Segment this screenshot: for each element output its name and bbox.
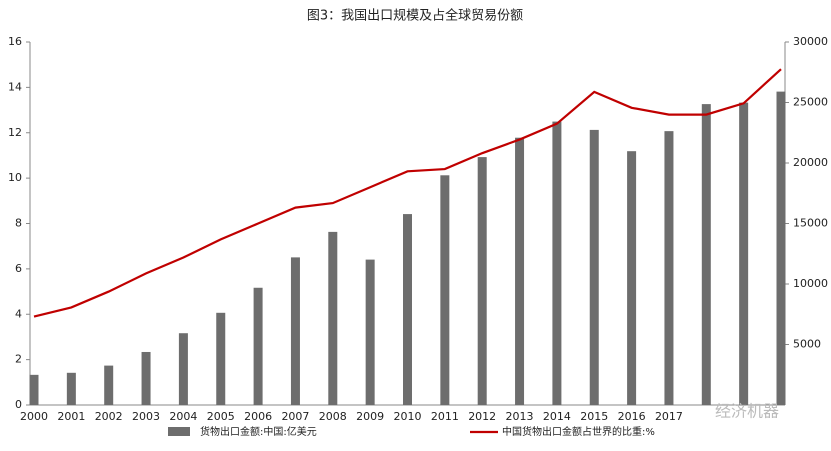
legend-swatch: [168, 427, 190, 436]
y2-tick-label: 15000: [793, 217, 828, 230]
bar: [141, 351, 151, 405]
bar: [664, 131, 674, 406]
x-tick-label: 2015: [580, 410, 608, 423]
bar: [589, 129, 599, 405]
y2-tick-label: 5000: [793, 338, 821, 351]
y2-tick-label: 10000: [793, 277, 828, 290]
y-tick-label: 12: [8, 126, 22, 139]
watermark: 经济机器: [715, 402, 779, 421]
y-tick-label: 14: [8, 80, 22, 93]
bar: [739, 102, 749, 405]
x-tick-label: 2009: [356, 410, 384, 423]
bar: [515, 137, 525, 405]
legend-label: 货物出口金额:中国:亿美元: [200, 425, 317, 438]
bar: [477, 157, 487, 405]
x-tick-label: 2012: [468, 410, 496, 423]
x-tick-label: 2016: [618, 410, 646, 423]
bar: [403, 214, 412, 405]
bar: [328, 231, 338, 405]
bar: [104, 365, 114, 405]
y2-tick-label: 30000: [793, 35, 828, 48]
y2-tick-label: 20000: [793, 156, 828, 169]
x-tick-label: 2017: [655, 410, 683, 423]
y-tick-label: 10: [8, 171, 22, 184]
chart-title: 图3：我国出口规模及占全球贸易份额: [307, 8, 523, 24]
bar: [66, 372, 76, 405]
bar: [627, 151, 637, 405]
y-tick-label: 8: [15, 217, 22, 230]
x-tick-label: 2008: [319, 410, 347, 423]
y2-tick-label: 25000: [793, 96, 828, 109]
y-tick-label: 0: [15, 398, 22, 411]
bar: [216, 312, 226, 405]
bar: [290, 257, 300, 405]
x-tick-label: 2007: [281, 410, 309, 423]
y-tick-label: 4: [15, 307, 22, 320]
y-tick-label: 16: [8, 35, 22, 48]
line: [33, 68, 782, 318]
x-tick-label: 2013: [506, 410, 534, 423]
y-tick-label: 6: [15, 262, 22, 275]
x-tick-label: 2005: [207, 410, 235, 423]
bar: [552, 121, 562, 406]
x-tick-label: 2003: [132, 410, 160, 423]
bar: [29, 374, 39, 405]
x-tick-label: 2000: [20, 410, 48, 423]
y-tick-label: 2: [15, 353, 22, 366]
x-tick-label: 2006: [244, 410, 272, 423]
bar: [253, 287, 263, 405]
x-tick-label: 2014: [543, 410, 571, 423]
legend-label: 中国货物出口金额占世界的比重:%: [502, 425, 655, 438]
x-tick-label: 2011: [431, 410, 459, 423]
x-tick-label: 2004: [169, 410, 197, 423]
x-tick-label: 2010: [394, 410, 422, 423]
bar: [365, 259, 375, 405]
bar: [440, 175, 450, 405]
bar: [178, 333, 188, 405]
x-tick-label: 2002: [95, 410, 123, 423]
bar: [701, 104, 711, 405]
bar: [776, 91, 786, 406]
x-tick-label: 2001: [57, 410, 85, 423]
